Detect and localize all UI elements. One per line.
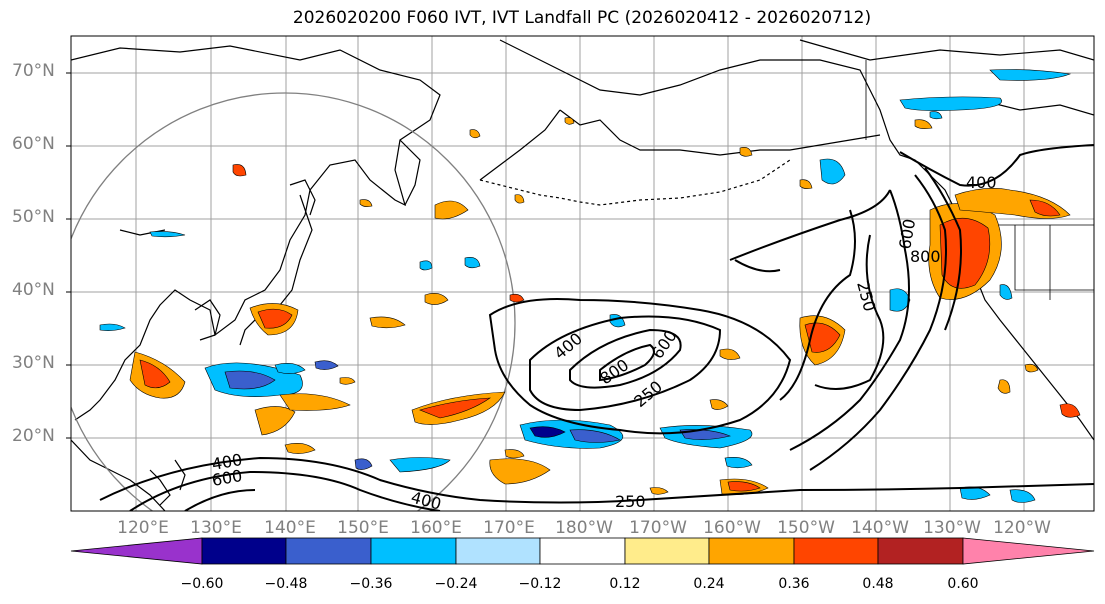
colorbar xyxy=(70,537,1095,565)
coastlines xyxy=(71,39,1094,511)
colorbar-bin xyxy=(708,537,795,565)
colorbar-bin xyxy=(370,537,457,565)
map-frame xyxy=(70,35,1095,512)
positive-pc-patches xyxy=(129,117,1081,496)
colorbar-bin xyxy=(285,537,372,565)
contour-labels: 400 600 800 400 600 800 250 400 600 400 … xyxy=(210,173,997,514)
colorbar-tick-label: 0.48 xyxy=(862,576,894,592)
lat-label: 60°N xyxy=(12,134,55,154)
lon-label: 130°E xyxy=(190,518,242,538)
contour-label: 400 xyxy=(409,488,443,514)
map-title: 2026020200 F060 IVT, IVT Landfall PC (20… xyxy=(292,8,872,28)
lon-label: 150°W xyxy=(777,518,835,538)
lat-label: 30°N xyxy=(12,353,55,373)
colorbar-tick-label: −0.60 xyxy=(180,576,224,592)
colorbar-extend-low xyxy=(70,537,203,565)
colorbar-tick-label: 0.60 xyxy=(947,576,979,592)
contour-label: 600 xyxy=(895,217,919,250)
colorbar-tick-label: 0.12 xyxy=(609,576,641,592)
colorbar-bin xyxy=(877,537,964,565)
colorbar-tick-label: −0.36 xyxy=(349,576,393,592)
colorbar-tick-label: −0.12 xyxy=(518,576,562,592)
landfall-region-circle xyxy=(71,92,516,511)
lon-label: 120°E xyxy=(117,518,169,538)
colorbar-bin xyxy=(624,537,710,565)
colorbar-extend-high xyxy=(962,537,1095,565)
lon-label: 180°W xyxy=(555,518,613,538)
lon-label: 150°E xyxy=(337,518,389,538)
contour-label: 400 xyxy=(966,173,997,192)
lon-label: 140°W xyxy=(851,518,909,538)
lon-label: 170°W xyxy=(629,518,687,538)
lon-label: 130°W xyxy=(923,518,981,538)
lat-label: 40°N xyxy=(12,280,55,300)
contour-label: 400 xyxy=(550,329,586,363)
contour-label: 250 xyxy=(615,492,646,511)
lon-label: 120°W xyxy=(993,518,1051,538)
colorbar-bin xyxy=(455,537,541,565)
contour-label: 600 xyxy=(210,466,243,490)
colorbar-bin xyxy=(539,537,626,565)
colorbar-bin xyxy=(793,537,879,565)
contour-label: 250 xyxy=(853,279,879,313)
lon-label: 160°E xyxy=(410,518,462,538)
colorbar-bin xyxy=(201,537,287,565)
lon-label: 140°E xyxy=(264,518,316,538)
colorbar-tick-label: −0.48 xyxy=(264,576,308,592)
colorbar-tick-label: 0.36 xyxy=(778,576,810,592)
colorbar-tick-label: −0.24 xyxy=(434,576,478,592)
lat-label: 20°N xyxy=(12,426,55,446)
ivt-contours xyxy=(99,144,1094,511)
contour-label: 800 xyxy=(910,247,941,266)
colorbar-tick-label: 0.24 xyxy=(693,576,725,592)
gridlines xyxy=(71,36,1094,511)
lat-label: 50°N xyxy=(12,207,55,227)
lon-label: 160°W xyxy=(703,518,761,538)
lat-label: 70°N xyxy=(12,61,55,81)
lon-label: 170°E xyxy=(483,518,535,538)
contour-label: 250 xyxy=(630,377,666,411)
